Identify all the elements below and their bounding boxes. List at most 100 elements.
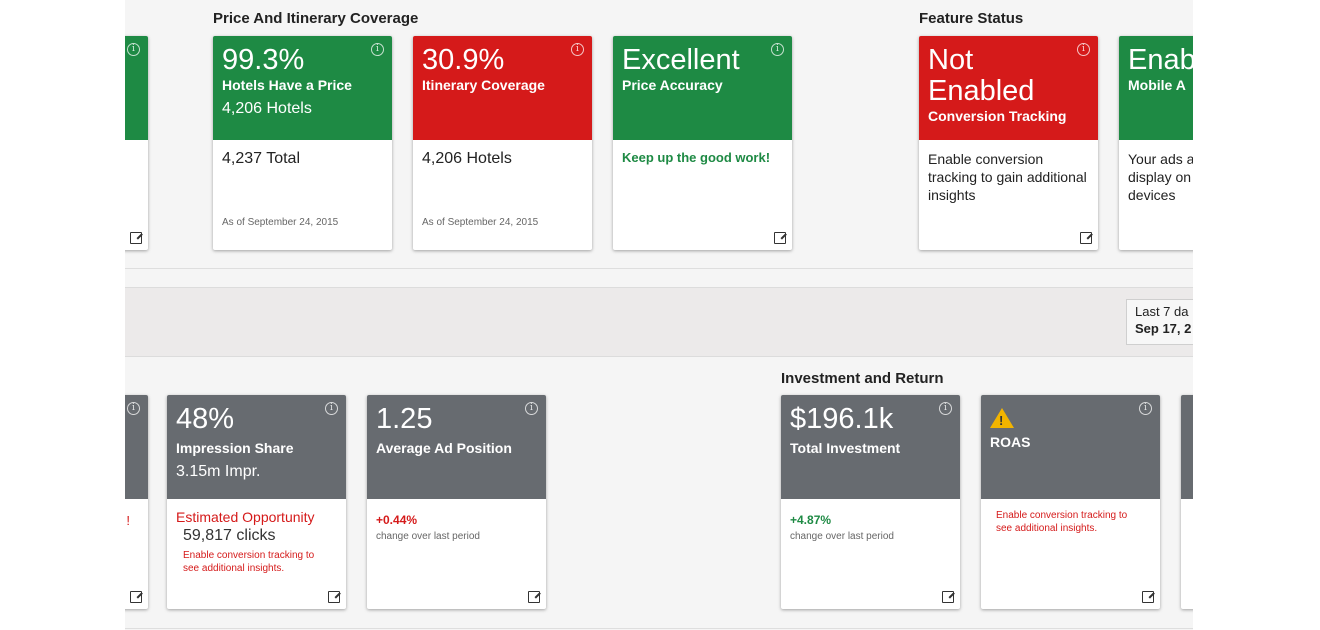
feature-description: Enable conversion tracking to gain addit… bbox=[928, 151, 1087, 203]
date-range-value: Sep 17, 2 bbox=[1135, 321, 1192, 336]
roas-note: Enable conversion tracking to see additi… bbox=[996, 510, 1128, 534]
metric-label: Average Ad Position bbox=[376, 440, 512, 456]
info-icon[interactable]: i bbox=[127, 43, 140, 56]
status-value-line2: Enabled bbox=[928, 75, 1035, 107]
change-value: +0.44% bbox=[376, 513, 418, 527]
section-title-investment-return: Investment and Return bbox=[781, 370, 944, 387]
partial-card-left-top[interactable]: i bbox=[125, 36, 148, 250]
card-body: Enable conversion tracking to see additi… bbox=[981, 499, 1160, 609]
info-icon[interactable]: i bbox=[1077, 43, 1090, 56]
card-conversion-tracking[interactable]: i Not Enabled Conversion Tracking Enable… bbox=[919, 36, 1098, 250]
card-head bbox=[1181, 395, 1193, 499]
card-head: i 48% Impression Share 3.15m Impr. bbox=[167, 395, 346, 499]
metric-value: 1.25 bbox=[376, 403, 433, 435]
feature-description: Your ads a display on devices bbox=[1128, 151, 1193, 203]
info-icon[interactable]: i bbox=[939, 402, 952, 415]
feature-label: Conversion Tracking bbox=[928, 108, 1067, 124]
estimated-opportunity-note: Enable conversion tracking to see additi… bbox=[183, 550, 315, 574]
card-head: i 30.9% Itinerary Coverage bbox=[413, 36, 592, 140]
card-head: i ! ROAS bbox=[981, 395, 1160, 499]
card-head: Enab Mobile A bbox=[1119, 36, 1193, 140]
info-icon[interactable]: i bbox=[771, 43, 784, 56]
warning-icon: ! bbox=[990, 408, 1014, 428]
metric-label: Price Accuracy bbox=[622, 77, 723, 93]
card-head: i 99.3% Hotels Have a Price 4,206 Hotels bbox=[213, 36, 392, 140]
metric-value: 30.9% bbox=[422, 44, 505, 76]
partial-red-mark: ! bbox=[126, 513, 130, 528]
info-icon[interactable]: i bbox=[127, 402, 140, 415]
card-head: i bbox=[125, 395, 148, 499]
change-note: change over last period bbox=[790, 531, 894, 542]
external-link-icon[interactable] bbox=[130, 232, 142, 244]
card-body: Your ads a display on devices bbox=[1119, 140, 1193, 250]
status-note: Keep up the good work! bbox=[622, 150, 771, 165]
external-link-icon[interactable] bbox=[130, 591, 142, 603]
metric-total: 4,206 Hotels bbox=[422, 150, 512, 167]
card-roas[interactable]: i ! ROAS Enable conversion tracking to s… bbox=[981, 395, 1160, 609]
external-link-icon[interactable] bbox=[528, 591, 540, 603]
metric-sub: 3.15m Impr. bbox=[176, 463, 261, 480]
metric-sub: 4,206 Hotels bbox=[222, 100, 312, 117]
external-link-icon[interactable] bbox=[1080, 232, 1092, 244]
feature-label: Mobile A bbox=[1128, 77, 1186, 93]
partial-card-right-bottom[interactable] bbox=[1181, 395, 1193, 609]
external-link-icon[interactable] bbox=[328, 591, 340, 603]
card-body: +4.87% change over last period bbox=[781, 499, 960, 609]
card-price-accuracy[interactable]: i Excellent Price Accuracy Keep up the g… bbox=[613, 36, 792, 250]
metric-value: 99.3% bbox=[222, 44, 305, 76]
card-body: Enable conversion tracking to gain addit… bbox=[919, 140, 1098, 250]
card-body: ! bbox=[125, 499, 148, 609]
metric-label: Itinerary Coverage bbox=[422, 77, 545, 93]
external-link-icon[interactable] bbox=[942, 591, 954, 603]
change-value: +4.87% bbox=[790, 513, 832, 527]
estimated-opportunity-value: 59,817 clicks bbox=[183, 527, 276, 544]
card-body: Keep up the good work! bbox=[613, 140, 792, 250]
metric-total: 4,237 Total bbox=[222, 150, 300, 167]
info-icon[interactable]: i bbox=[1139, 402, 1152, 415]
section-title-price-itinerary: Price And Itinerary Coverage bbox=[213, 10, 419, 27]
card-total-investment[interactable]: i $196.1k Total Investment +4.87% change… bbox=[781, 395, 960, 609]
metric-label: Hotels Have a Price bbox=[222, 77, 352, 93]
card-mobile-ads[interactable]: Enab Mobile A Your ads a display on devi… bbox=[1119, 36, 1193, 250]
card-average-ad-position[interactable]: i 1.25 Average Ad Position +0.44% change… bbox=[367, 395, 546, 609]
section-title-feature-status: Feature Status bbox=[919, 10, 1024, 27]
external-link-icon[interactable] bbox=[774, 232, 786, 244]
metric-label: Total Investment bbox=[790, 440, 901, 456]
metric-value: Excellent bbox=[622, 44, 740, 76]
card-itinerary-coverage[interactable]: i 30.9% Itinerary Coverage 4,206 Hotels … bbox=[413, 36, 592, 250]
info-icon[interactable]: i bbox=[371, 43, 384, 56]
date-range-label: Last 7 da bbox=[1135, 304, 1189, 319]
section-divider bbox=[125, 628, 1193, 629]
card-head: i $196.1k Total Investment bbox=[781, 395, 960, 499]
card-impression-share[interactable]: i 48% Impression Share 3.15m Impr. Estim… bbox=[167, 395, 346, 609]
dashboard-viewport: Price And Itinerary Coverage Feature Sta… bbox=[125, 0, 1193, 630]
card-head: i bbox=[125, 36, 148, 140]
card-body bbox=[1181, 499, 1193, 609]
card-body bbox=[125, 140, 148, 250]
metric-value: $196.1k bbox=[790, 403, 894, 435]
section-divider bbox=[125, 268, 1193, 269]
partial-card-left-bottom[interactable]: i ! bbox=[125, 395, 148, 609]
external-link-icon[interactable] bbox=[1142, 591, 1154, 603]
status-value: Enab bbox=[1128, 44, 1193, 76]
card-body: 4,206 Hotels As of September 24, 2015 bbox=[413, 140, 592, 250]
info-icon[interactable]: i bbox=[571, 43, 584, 56]
estimated-opportunity-title: Estimated Opportunity bbox=[176, 509, 315, 525]
info-icon[interactable]: i bbox=[525, 402, 538, 415]
metric-label: Impression Share bbox=[176, 440, 294, 456]
change-note: change over last period bbox=[376, 531, 480, 542]
status-value-line1: Not bbox=[928, 44, 974, 76]
as-of-date: As of September 24, 2015 bbox=[222, 217, 339, 228]
card-body: Estimated Opportunity 59,817 clicks Enab… bbox=[167, 499, 346, 609]
date-filter-bar: Last 7 da Sep 17, 2 bbox=[125, 287, 1193, 357]
date-range-selector[interactable]: Last 7 da Sep 17, 2 bbox=[1126, 299, 1193, 345]
card-head: i Not Enabled Conversion Tracking bbox=[919, 36, 1098, 140]
card-body: +0.44% change over last period bbox=[367, 499, 546, 609]
metric-label: ROAS bbox=[990, 434, 1031, 450]
card-head: i Excellent Price Accuracy bbox=[613, 36, 792, 140]
card-hotels-have-price[interactable]: i 99.3% Hotels Have a Price 4,206 Hotels… bbox=[213, 36, 392, 250]
as-of-date: As of September 24, 2015 bbox=[422, 217, 539, 228]
info-icon[interactable]: i bbox=[325, 402, 338, 415]
card-body: 4,237 Total As of September 24, 2015 bbox=[213, 140, 392, 250]
metric-value: 48% bbox=[176, 403, 235, 435]
